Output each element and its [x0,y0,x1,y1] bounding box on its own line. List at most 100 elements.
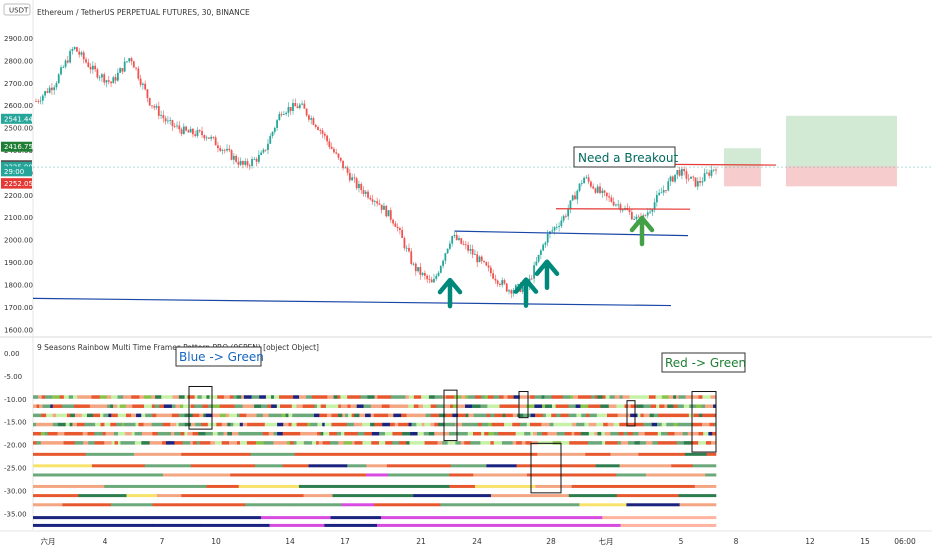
heatmap-cell [170,431,175,436]
heatmap-cell [157,431,165,436]
annotation-text: Blue -> Green [179,350,264,364]
candle-body [358,184,360,189]
heatmap-cell [302,413,310,418]
heatmap-cell [110,422,117,427]
candle-body [135,67,137,69]
heatmap-cell [219,413,227,418]
candle-body [558,225,560,227]
heatmap-cell [188,413,194,418]
currency-button[interactable] [3,3,31,16]
heatmap-cell [374,395,378,399]
candle-body [110,81,112,84]
heatmap-cell [62,503,112,507]
candle-body [298,104,301,109]
annotation-box [175,346,262,367]
candle-body [474,254,476,256]
heatmap-cell [475,422,479,427]
heatmap-cell [269,422,278,427]
heatmap-cell [454,395,462,399]
heatmap-cell [576,422,585,427]
candle-body [590,181,592,187]
heatmap-cell [481,431,485,436]
heatmap-cell [467,431,474,436]
heatmap-cell [45,395,53,399]
candle-body [46,91,49,93]
candle-body [333,148,335,153]
candle-body [35,101,37,102]
candle-body [335,152,338,154]
heatmap-cell [438,422,445,427]
heatmap-cell [282,395,288,399]
candle-body [562,215,565,221]
highlight-box [626,400,636,427]
candle-body [255,158,258,162]
time-axis[interactable]: 六月 4 7 10 14 17 21 24 28 七月 5 8 12 15 06:00 [0,530,932,546]
candle-body [160,115,162,116]
heatmap-cell [238,431,243,436]
heatmap-cell [650,404,657,408]
annotation-red-green[interactable]: Red -> Green [661,352,746,373]
heatmap-cell [570,395,574,399]
heatmap-cell [551,413,557,418]
heatmap-cell [268,413,277,418]
heatmap-cell [214,441,223,445]
heatmap-cell [597,395,603,399]
heatmap-cell [91,464,113,468]
heatmap-cell [638,431,646,436]
candle-body [155,106,158,108]
heatmap-cell [193,503,246,507]
heatmap-cell [452,413,459,418]
heatmap-cell [551,431,558,436]
heatmap-cell [571,422,577,427]
candle-body [667,181,670,191]
heatmap-cell [191,422,196,427]
candle-body [414,263,417,272]
heatmap-cell [74,404,83,408]
heatmap-cell [230,473,301,477]
heatmap-cell [542,413,547,418]
heatmap-cell [282,464,309,468]
price-pane[interactable]: USDT Ethereum / TetherUS PERPETUAL FUTUR… [0,0,932,530]
annotation-need-breakout[interactable]: Need a Breakout [573,146,678,168]
heatmap-cell [247,422,253,427]
heatmap-cell [165,395,173,399]
heatmap-cell [57,431,65,436]
candle-body [223,149,226,151]
heatmap-cell [102,431,106,436]
heatmap-cell [151,422,156,427]
heatmap-cell [68,431,76,436]
candle-body [310,118,313,120]
candle-body [478,256,481,263]
heatmap-cell [338,413,343,418]
heatmap-cell [344,431,351,436]
heatmap-cell [187,395,195,399]
heatmap-cell [101,404,108,408]
time-tick-label: 4 [103,537,108,546]
highlight-box [530,442,562,494]
highlight-box [518,391,529,419]
heatmap-cell [534,404,543,408]
heatmap-cell [239,422,244,427]
candle-body [89,67,92,70]
heatmap-cell [190,404,195,408]
candle-body [510,290,513,294]
heatmap-cell [523,413,531,418]
heatmap-cell [366,464,388,468]
heatmap-cell [46,413,53,418]
heatmap-cell [537,431,543,436]
heatmap-cell [251,395,260,399]
indicator-pane[interactable]: 9 Seasons Rainbow Multi Time Frames Patt… [4,343,746,527]
heatmap-cell [156,441,163,445]
heatmap-cell [630,404,637,408]
heatmap-cell [465,395,469,399]
heatmap-cell [370,413,375,418]
heatmap-cell [63,395,70,399]
annotation-blue-green[interactable]: Blue -> Green [175,346,264,367]
heatmap-cell [91,395,98,399]
heatmap-cell [384,431,393,436]
heatmap-cell [78,494,127,498]
heatmap-cell [487,441,491,445]
candle-body [564,215,567,217]
heatmap-cell [712,431,717,436]
